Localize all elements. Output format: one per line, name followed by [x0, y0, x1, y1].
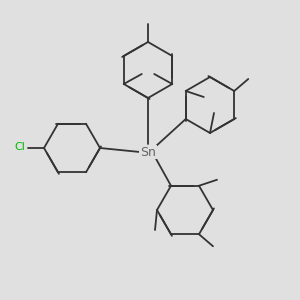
- Text: Cl: Cl: [15, 142, 26, 152]
- Text: Sn: Sn: [140, 146, 156, 158]
